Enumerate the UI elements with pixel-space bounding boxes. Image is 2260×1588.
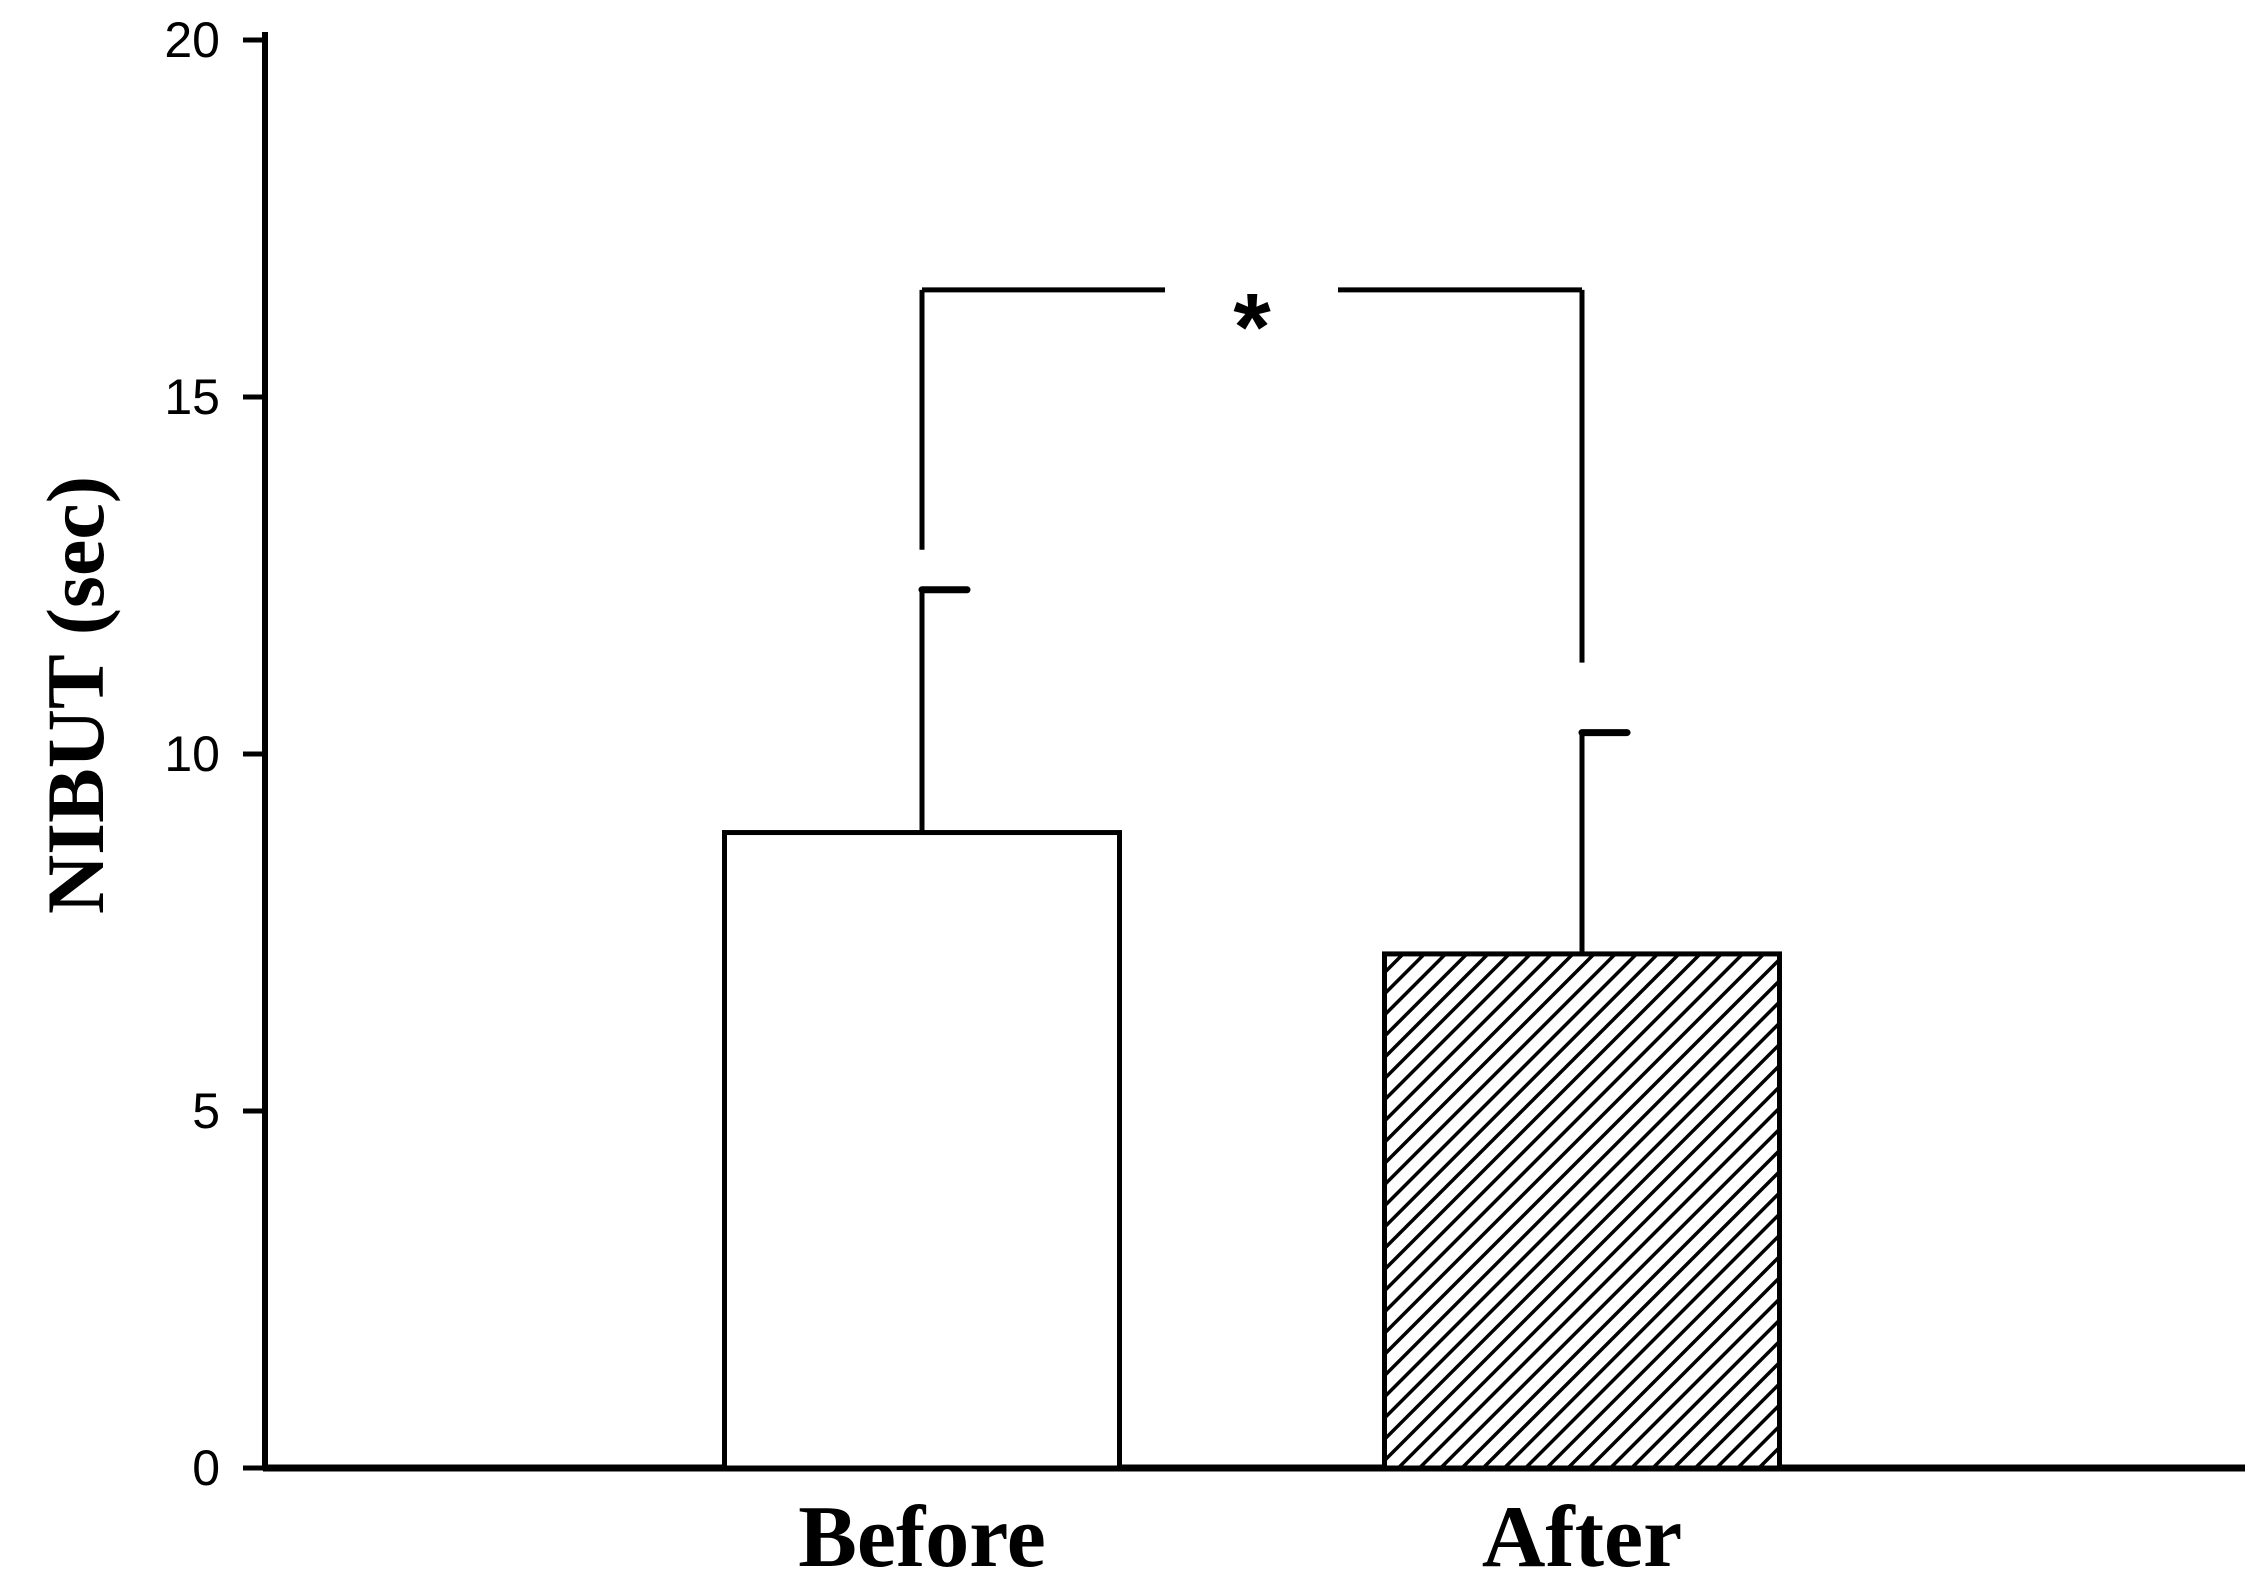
y-tick-label: 0 <box>192 1440 220 1496</box>
y-tick-label: 5 <box>192 1083 220 1139</box>
bars-group <box>722 830 1782 1471</box>
significance-group: * <box>919 274 1585 663</box>
error-bars-group <box>918 586 1631 954</box>
y-tick-label: 10 <box>164 726 220 782</box>
bar-before <box>722 830 1122 1471</box>
axes-group: 0 5 10 15 20 <box>164 12 2245 1496</box>
y-tick-label: 15 <box>164 369 220 425</box>
labels-group: NIBUT (sec) Before After <box>30 476 1682 1586</box>
x-tick-label: After <box>1482 1489 1682 1586</box>
y-tick-label: 20 <box>164 12 220 68</box>
y-axis-title: NIBUT (sec) <box>30 476 121 914</box>
significance-marker: * <box>1233 274 1271 381</box>
x-tick-label: Before <box>798 1489 1046 1586</box>
bar-after <box>1382 951 1782 1471</box>
